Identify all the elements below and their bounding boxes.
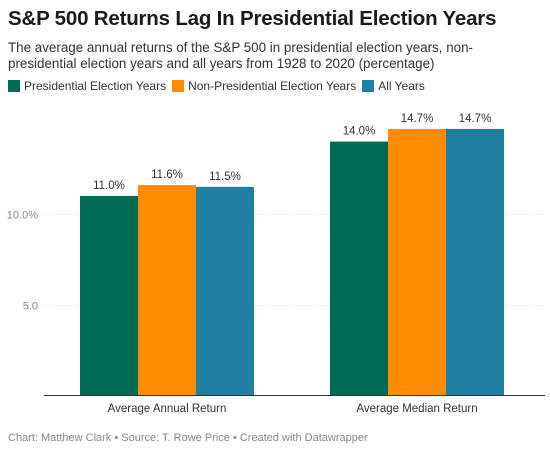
bar-0-1 [138,185,196,395]
data-label-1-1: 14.7% [401,113,434,125]
chart-subtitle: The average annual returns of the S&P 50… [8,40,473,71]
y-tick-label-1: 10.0% [7,210,38,222]
legend-item-presidential: Presidential Election Years [8,79,166,93]
data-label-0-1: 11.6% [151,169,183,181]
legend-item-all-years: All Years [362,79,425,93]
legend-label-presidential: Presidential Election Years [24,79,167,93]
data-label-1-0: 14.0% [343,126,376,138]
legend-item-non-presidential: Non-Presidential Election Years [172,79,356,93]
bar-0-2 [196,186,254,395]
legend-label-all-years: All Years [378,79,425,93]
bar-1-2 [446,128,504,395]
legend-swatch-non-presidential [172,80,185,92]
legend-label-non-presidential: Non-Presidential Election Years [188,79,357,93]
bar-1-0 [330,141,388,395]
bar-1-1 [388,128,446,395]
legend: Presidential Election Years Non-Presiden… [8,79,431,93]
x-category-label-0: Average Annual Return [108,403,227,415]
x-category-label-1: Average Median Return [356,403,477,415]
data-label-0-2: 11.5% [209,171,241,183]
chart-title: S&P 500 Returns Lag In Presidential Elec… [8,7,497,30]
chart-footer: Chart: Matthew Clark • Source: T. Rowe P… [8,432,368,444]
legend-swatch-presidential [8,80,20,92]
data-label-0-0: 11.0% [93,180,125,192]
legend-swatch-all-years [362,80,375,92]
y-tick-label-0: 5.0 [23,301,38,313]
data-label-1-2: 14.7% [459,113,492,125]
bar-0-0 [80,195,138,395]
